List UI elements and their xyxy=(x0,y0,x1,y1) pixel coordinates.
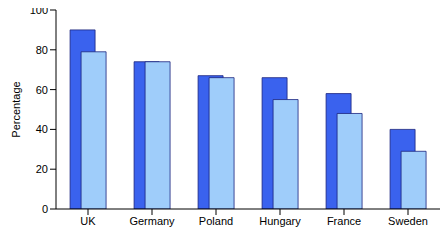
svg-text:Poland: Poland xyxy=(199,215,233,227)
svg-text:France: France xyxy=(327,215,361,227)
svg-text:Hungary: Hungary xyxy=(259,215,301,227)
svg-text:Sweden: Sweden xyxy=(388,215,428,227)
svg-text:UK: UK xyxy=(80,215,96,227)
svg-text:60: 60 xyxy=(36,84,48,96)
svg-text:Germany: Germany xyxy=(129,215,175,227)
svg-text:100: 100 xyxy=(30,8,48,16)
svg-text:0: 0 xyxy=(42,203,48,215)
svg-text:20: 20 xyxy=(36,163,48,175)
svg-text:80: 80 xyxy=(36,44,48,56)
svg-text:40: 40 xyxy=(36,123,48,135)
svg-text:Percentage: Percentage xyxy=(10,81,22,137)
